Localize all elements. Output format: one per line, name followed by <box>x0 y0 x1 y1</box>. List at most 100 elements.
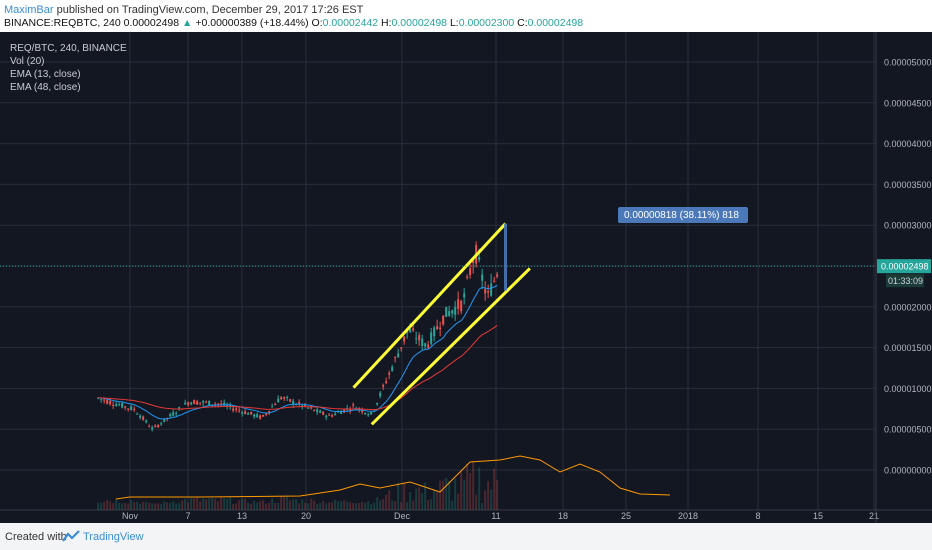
candle-body <box>310 407 313 409</box>
candle-body <box>439 327 442 330</box>
volume-bar <box>217 501 220 510</box>
candle-body <box>472 260 475 264</box>
candle-body <box>298 402 301 404</box>
candle-body <box>184 402 187 405</box>
volume-bar <box>181 500 184 510</box>
volume-bar <box>271 498 274 510</box>
candle-body <box>385 381 388 384</box>
candle-body <box>274 403 277 406</box>
volume-bar <box>394 501 397 510</box>
volume-bar <box>229 496 232 510</box>
volume-bar <box>310 498 313 510</box>
candle-body <box>259 415 262 419</box>
candle-body <box>394 357 397 359</box>
volume-bar <box>403 483 406 510</box>
volume-bar <box>97 502 100 510</box>
candle-body <box>148 426 151 428</box>
volume-bar <box>163 501 166 510</box>
candle-body <box>136 413 139 415</box>
x-tick-label: 7 <box>185 511 190 521</box>
candle-body <box>157 424 160 428</box>
candle-body <box>400 347 403 349</box>
candle-body <box>487 291 490 293</box>
volume-bar <box>409 492 412 510</box>
legend-ema48[interactable]: EMA (48, close) <box>10 82 81 93</box>
x-tick-label: Dec <box>394 511 411 521</box>
candle-body <box>121 402 124 408</box>
candle-body <box>448 311 451 316</box>
volume-bar <box>223 498 226 510</box>
high-label: H: <box>381 17 392 29</box>
volume-bar <box>130 500 133 510</box>
candle-body <box>328 414 331 416</box>
legend-ema13[interactable]: EMA (13, close) <box>10 69 81 80</box>
candle-body <box>193 400 196 405</box>
volume-bar <box>226 498 229 510</box>
volume-bar <box>484 490 487 510</box>
volume-bar <box>115 498 118 510</box>
volume-bar <box>397 482 400 510</box>
volume-bar <box>496 479 499 510</box>
volume-bar <box>241 499 244 510</box>
volume-bar <box>382 499 385 510</box>
candle-body <box>496 274 499 277</box>
volume-bar <box>118 502 121 510</box>
candle-body <box>325 415 328 418</box>
symbol-label: BINANCE:REQBTC, 240 <box>4 17 121 29</box>
channel-lower-line[interactable] <box>370 267 531 426</box>
candle-body <box>187 402 190 406</box>
volume-bar <box>469 473 472 510</box>
volume-bar <box>391 500 394 510</box>
low-value: 0.00002300 <box>458 17 515 29</box>
candle-body <box>307 407 310 409</box>
candle-body <box>154 425 157 427</box>
volume-bar <box>493 468 496 510</box>
y-tick-label: 0.00002000 <box>884 302 932 312</box>
volume-bar <box>145 501 148 510</box>
low-label: L: <box>449 17 459 29</box>
candle-body <box>313 409 316 411</box>
volume-bar <box>349 502 352 510</box>
tradingview-brand-link[interactable]: TradingView <box>83 531 144 543</box>
chart-area[interactable]: 0.00005000 0.00004500 0.00004000 0.00003500… <box>0 32 932 523</box>
candle-body <box>172 412 175 416</box>
volume-bar <box>307 503 310 510</box>
price-chart[interactable]: 0.00005000 0.00004500 0.00004000 0.00003500… <box>0 32 932 523</box>
volume-bar <box>184 498 187 510</box>
volume-bar <box>139 503 142 510</box>
candle-body <box>151 427 154 430</box>
volume-bar <box>457 493 460 510</box>
candle-body <box>112 404 115 406</box>
candle-body <box>337 411 340 413</box>
volume-bar <box>247 502 250 510</box>
legend-vol[interactable]: Vol (20) <box>10 56 45 67</box>
volume-bar <box>196 497 199 510</box>
channel-upper-line[interactable] <box>352 222 507 389</box>
candle-body <box>442 315 445 325</box>
candle-body <box>370 412 373 415</box>
candle-body <box>223 402 226 406</box>
x-tick-label: 25 <box>621 511 631 521</box>
tradingview-logo-icon <box>62 530 80 542</box>
author-link[interactable]: MaximBar <box>4 4 54 16</box>
volume-bar <box>433 489 436 510</box>
close-value: 0.00002498 <box>527 17 584 29</box>
candle-body <box>145 420 148 423</box>
volume-bar <box>379 500 382 510</box>
candle-body <box>118 404 121 406</box>
x-tick-label: 11 <box>491 511 500 521</box>
volume-bar <box>487 481 490 510</box>
candle-body <box>226 405 229 407</box>
volume-bar <box>301 499 304 510</box>
candle-body <box>466 276 469 278</box>
volume-bar <box>106 499 109 510</box>
candle-body <box>127 408 130 410</box>
candle-body <box>244 411 247 414</box>
candle-body <box>301 405 304 408</box>
candle-body <box>232 408 235 411</box>
candle-body <box>367 414 370 416</box>
volume-bar <box>136 501 139 510</box>
candle-body <box>208 400 211 406</box>
candle-body <box>295 404 298 406</box>
measure-box[interactable] <box>618 207 748 223</box>
